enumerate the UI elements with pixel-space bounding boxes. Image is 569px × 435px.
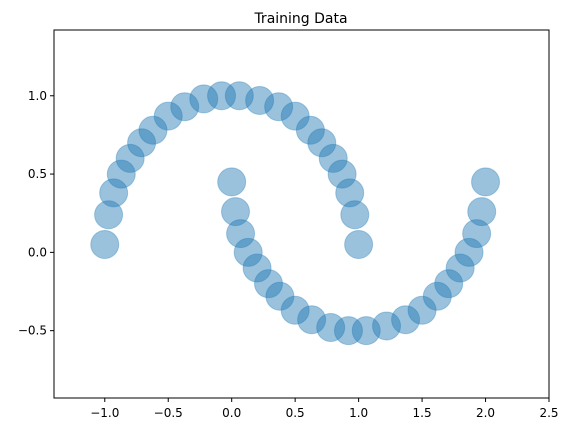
y-axis: −0.5 0.0 0.5 1.0 <box>18 89 54 338</box>
data-point <box>372 311 402 341</box>
data-point <box>318 143 348 173</box>
x-tick-label: 2.5 <box>539 406 558 420</box>
x-tick-label: 2.0 <box>476 406 495 420</box>
x-tick-label: −0.5 <box>154 406 183 420</box>
data-point <box>115 143 145 173</box>
data-point <box>471 167 501 197</box>
data-point <box>445 253 475 283</box>
data-point <box>127 128 157 158</box>
data-point <box>242 253 272 283</box>
data-point <box>280 101 310 131</box>
y-tick-label: 0.5 <box>28 167 47 181</box>
data-point <box>434 269 464 299</box>
data-point <box>233 237 263 267</box>
data-point <box>245 85 275 115</box>
data-point <box>335 178 365 208</box>
data-point <box>189 84 219 114</box>
data-point <box>351 316 381 346</box>
data-point <box>407 295 437 325</box>
data-point <box>295 115 325 145</box>
data-point <box>340 200 370 230</box>
x-tick-label: 1.5 <box>413 406 432 420</box>
axes-frame <box>53 29 550 399</box>
data-point <box>307 128 337 158</box>
data-point <box>333 316 363 346</box>
x-axis: −1.0 −0.5 0.0 0.5 1.0 1.5 2.0 2.5 <box>90 398 559 420</box>
data-point <box>454 237 484 267</box>
data-point <box>226 219 256 249</box>
data-point <box>462 219 492 249</box>
data-point <box>327 159 357 189</box>
data-point <box>467 197 497 227</box>
data-point <box>99 178 129 208</box>
data-point <box>217 167 247 197</box>
data-point <box>153 101 183 131</box>
x-tick-label: 0.5 <box>286 406 305 420</box>
data-point <box>297 305 327 335</box>
data-point <box>221 197 250 227</box>
chart-title: Training Data <box>253 11 347 27</box>
data-points <box>90 81 501 346</box>
data-point <box>264 92 294 122</box>
x-tick-label: −1.0 <box>90 406 119 420</box>
y-tick-label: −0.5 <box>18 324 47 338</box>
data-point <box>280 295 310 325</box>
data-point <box>391 305 421 335</box>
data-point <box>265 281 295 311</box>
data-point <box>170 92 200 122</box>
data-point <box>207 81 237 111</box>
y-tick-label: 0.0 <box>28 245 47 259</box>
x-tick-label: 0.0 <box>222 406 241 420</box>
data-point <box>422 281 452 311</box>
data-point <box>138 115 168 145</box>
data-point <box>316 313 346 343</box>
y-tick-label: 1.0 <box>28 89 47 103</box>
data-point <box>344 230 374 260</box>
data-point <box>224 81 254 111</box>
data-point <box>94 200 124 230</box>
data-point <box>106 159 136 189</box>
data-point <box>254 269 283 299</box>
x-tick-label: 1.0 <box>349 406 368 420</box>
data-point <box>90 230 120 260</box>
